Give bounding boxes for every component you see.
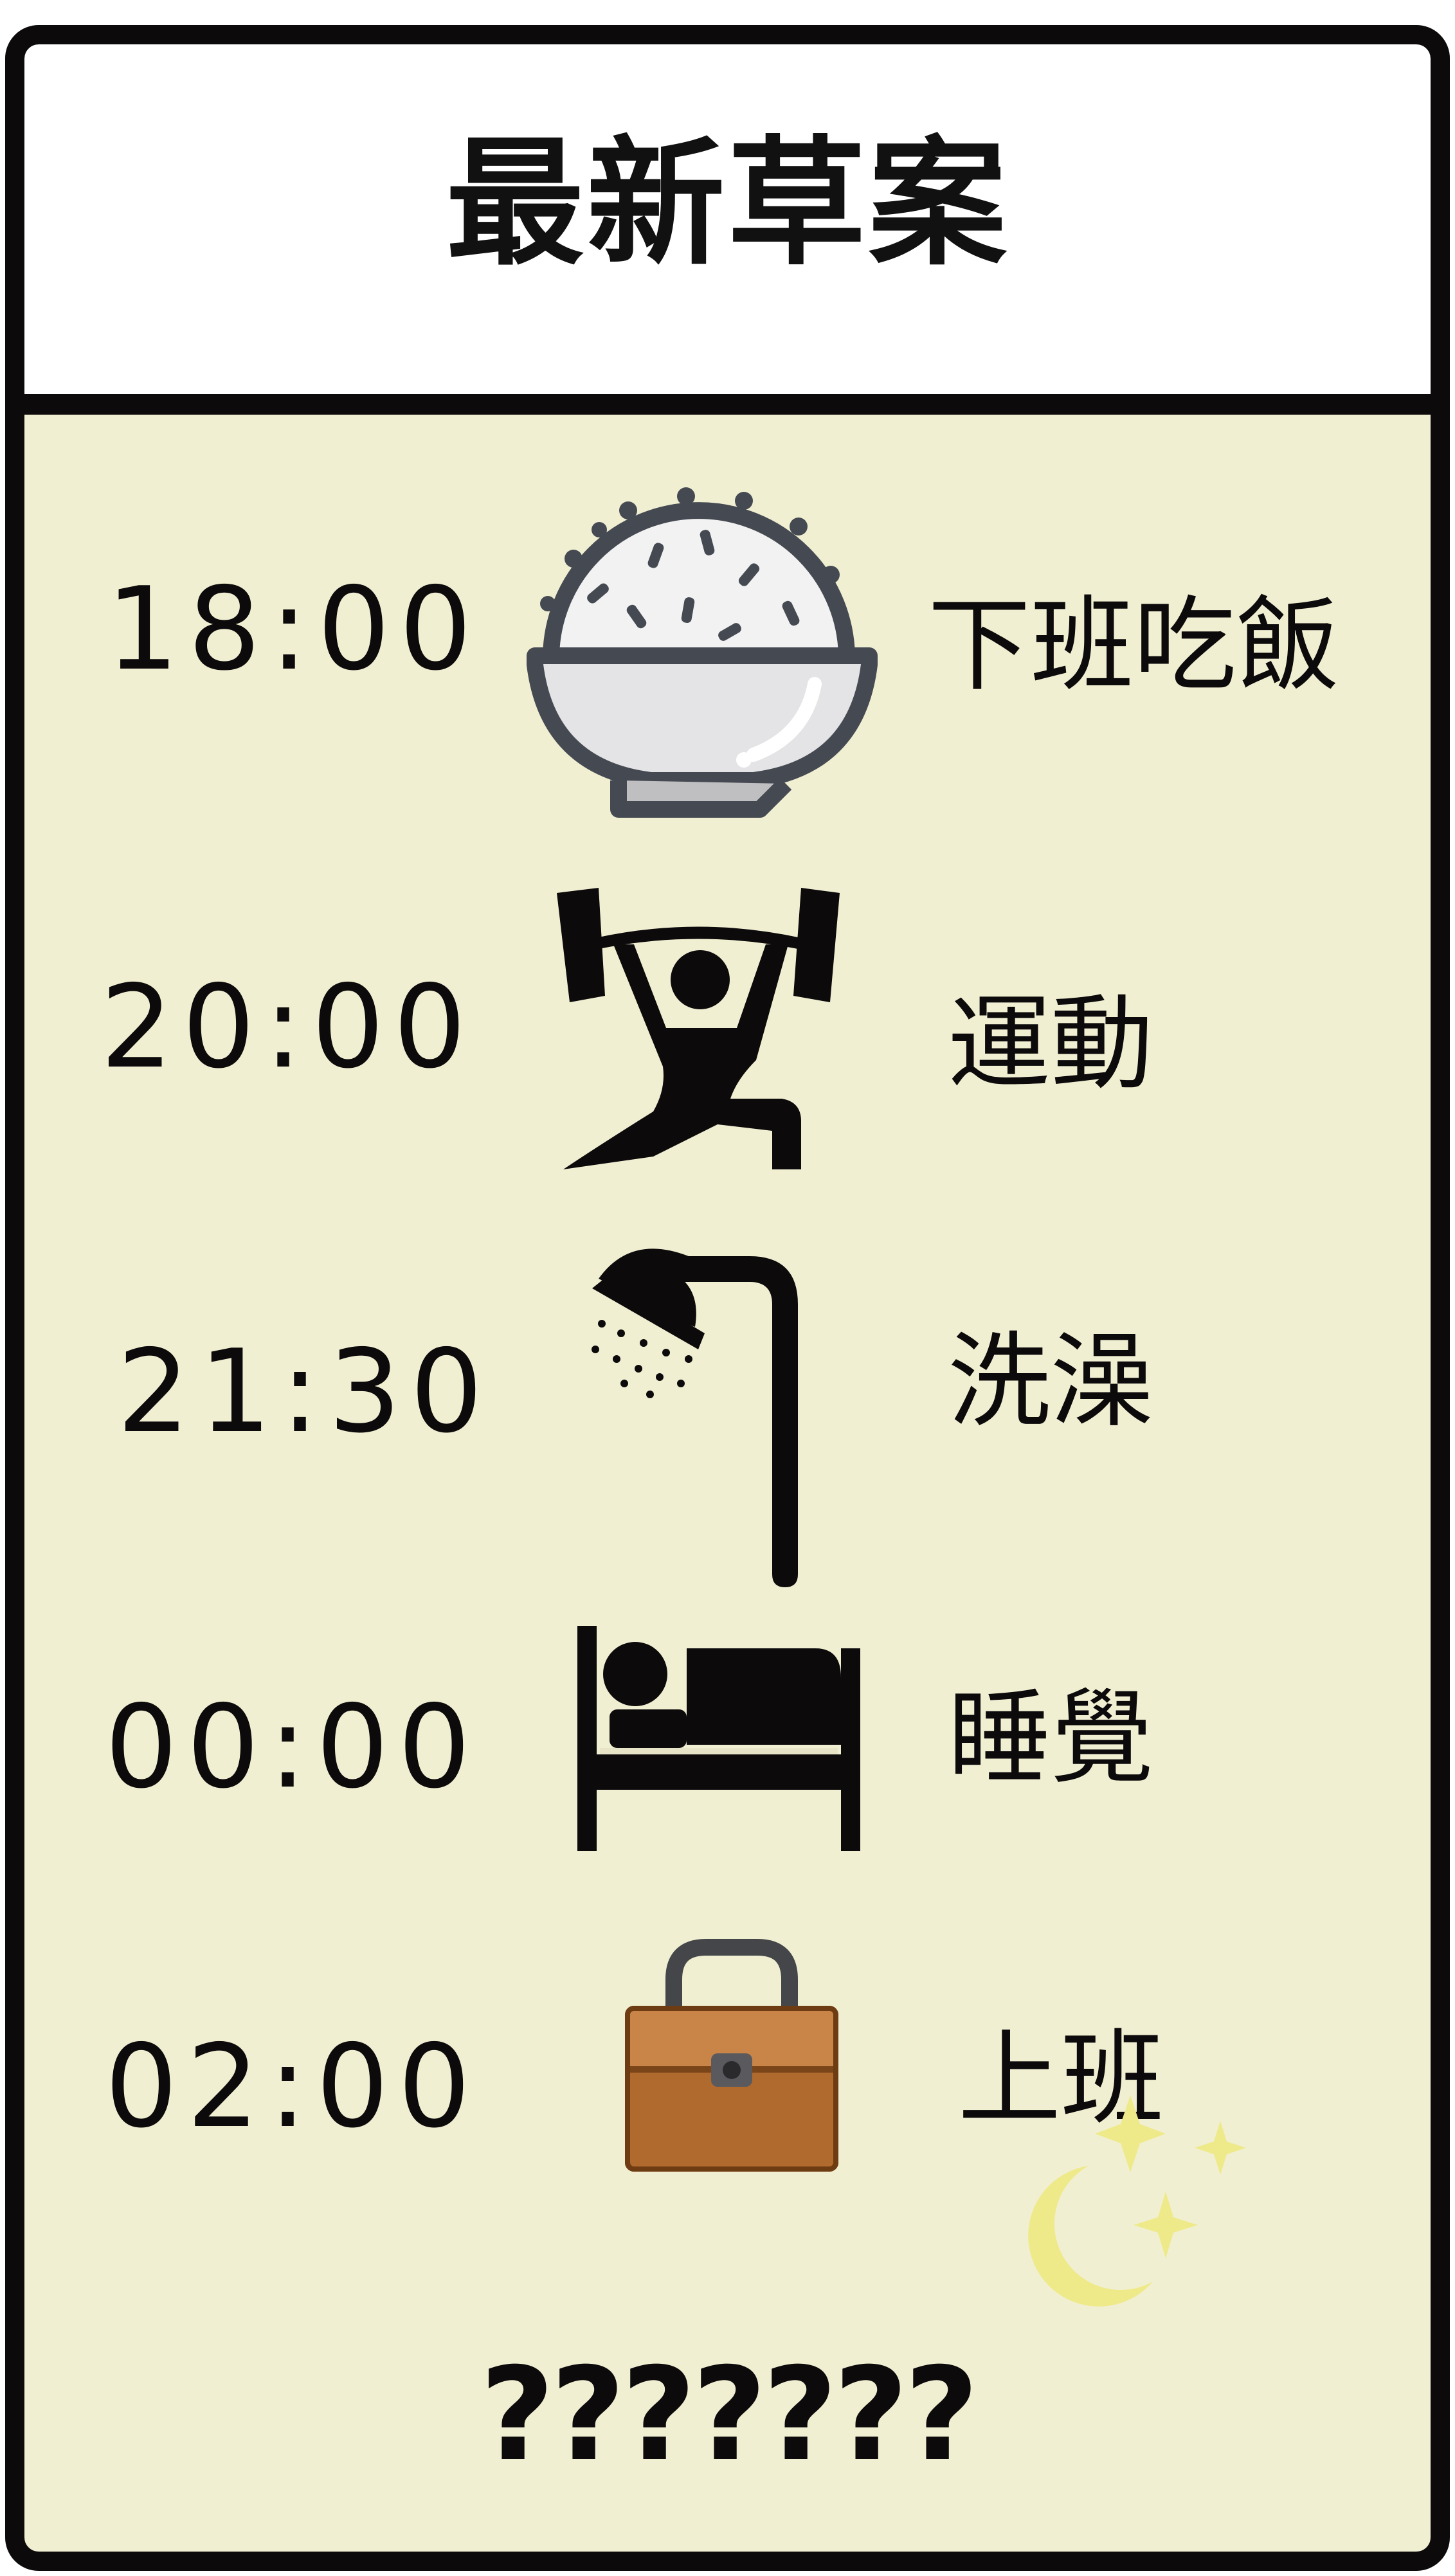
shower-icon bbox=[592, 1248, 798, 1587]
page-title: 最新草案 bbox=[446, 123, 1009, 284]
bed-icon bbox=[577, 1626, 860, 1851]
weightlifter-icon bbox=[557, 888, 840, 1169]
moon-stars-icon bbox=[1028, 2095, 1246, 2307]
time-label: 21:30 bbox=[117, 1325, 492, 1458]
activity-label: 運動 bbox=[948, 984, 1154, 1104]
time-label: 00:00 bbox=[105, 1680, 480, 1814]
time-label: 18:00 bbox=[106, 563, 481, 696]
header: 最新草案 bbox=[5, 25, 1450, 415]
footer-question-marks: ??????? bbox=[480, 2340, 979, 2490]
activity-label: 洗澡 bbox=[948, 1321, 1154, 1441]
activity-label: 下班吃飯 bbox=[928, 585, 1340, 705]
rice-bowl-icon bbox=[527, 487, 878, 818]
time-label: 20:00 bbox=[100, 960, 475, 1094]
activity-label: 睡覺 bbox=[948, 1678, 1154, 1798]
briefcase-icon bbox=[625, 1939, 838, 2172]
time-label: 02:00 bbox=[105, 2020, 480, 2153]
schedule-card: 最新草案 18:00 下班吃飯 20:00 bbox=[5, 25, 1450, 2571]
